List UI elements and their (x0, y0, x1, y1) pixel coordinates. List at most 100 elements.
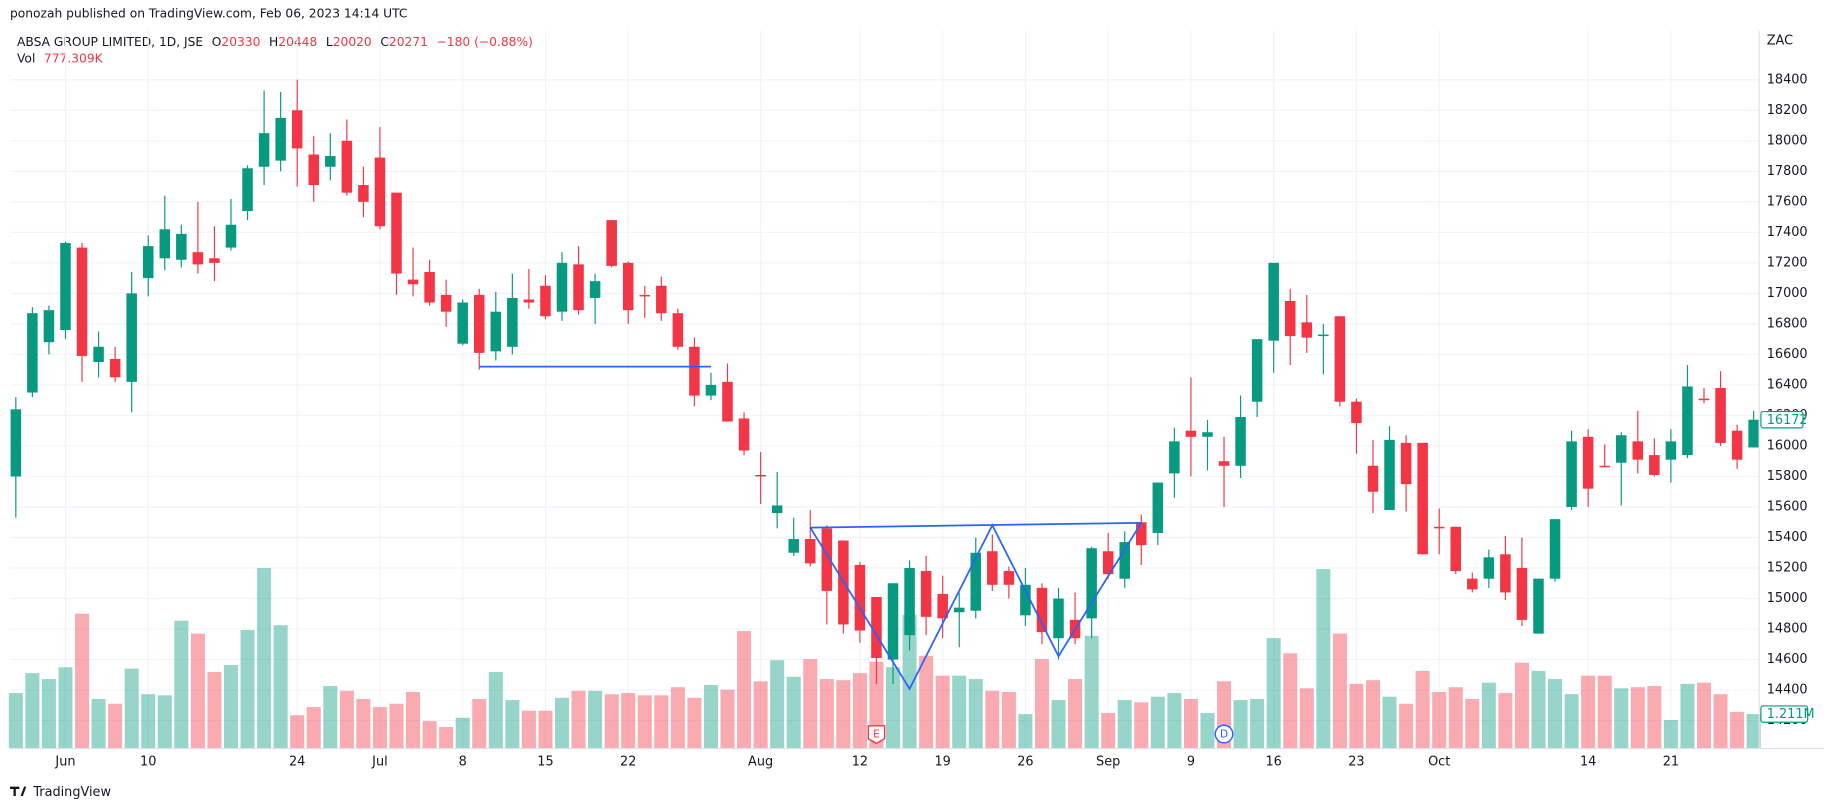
candle-body (1318, 334, 1329, 337)
volume-bar (1084, 635, 1099, 749)
y-tick-label: 16600 (1767, 347, 1808, 362)
volume-bar (836, 680, 851, 749)
candle-body (523, 299, 535, 303)
ohlc-value: 20448 (278, 35, 317, 49)
candle-body (1301, 322, 1313, 338)
candle-body (1384, 439, 1395, 511)
candle-body (1615, 435, 1627, 463)
y-tick-label: 16000 (1767, 438, 1808, 453)
volume-bar (1299, 688, 1314, 749)
volume-bar (472, 698, 487, 749)
candle-body (424, 272, 435, 303)
volume-bar (571, 690, 586, 749)
candle-body (490, 311, 502, 352)
candle-body (1218, 461, 1230, 466)
candle-body (1582, 436, 1594, 489)
volume-bar (852, 673, 867, 749)
candle-body (755, 474, 766, 477)
candle-body (1599, 465, 1610, 468)
volume-pane (8, 567, 1761, 749)
volume-bar (654, 695, 669, 749)
volume-bar (1117, 700, 1132, 749)
volume-bar (670, 687, 685, 749)
volume-bar (753, 681, 768, 749)
candle-body (242, 168, 253, 211)
x-tick-label: 10 (140, 755, 156, 770)
symbol: ABSA GROUP LIMITED, 1D, JSE (17, 35, 203, 49)
candle-body (142, 246, 154, 279)
ohlc-label: O (212, 35, 222, 49)
candle-body (771, 505, 783, 514)
volume-bar (521, 710, 536, 749)
volume-bar (803, 659, 818, 749)
y-tick-label: 15800 (1767, 469, 1808, 484)
y-tick-label: 15600 (1767, 499, 1808, 514)
volume-bar (819, 679, 834, 749)
y-tick-label: 14800 (1767, 622, 1808, 637)
volume-bar (1332, 633, 1347, 749)
volume-bar (389, 703, 404, 749)
candle-body (1566, 441, 1577, 507)
volume-bar (323, 686, 338, 749)
candle-body (440, 294, 452, 312)
candle-body (1251, 339, 1263, 402)
candle-body (589, 281, 601, 298)
x-tick-label: Oct (1428, 755, 1450, 770)
candle-body (1450, 526, 1461, 572)
candle-body (656, 285, 667, 314)
candle-body (1682, 386, 1693, 456)
volume-bar (1597, 675, 1612, 749)
volume-bar (124, 668, 139, 749)
volume-bar (1415, 670, 1430, 749)
volume-bar (919, 655, 934, 749)
x-tick-label: 9 (1187, 755, 1195, 770)
volume-bar (75, 613, 90, 749)
volume-bar (902, 614, 917, 749)
volume-bar (1134, 702, 1149, 749)
y-tick-label: 17600 (1767, 194, 1808, 209)
candle-body (93, 346, 104, 363)
y-tick-label: 15000 (1767, 591, 1808, 606)
x-tick-label: 19 (934, 755, 950, 770)
candle-body (1152, 482, 1164, 533)
x-tick-label: 15 (537, 755, 553, 770)
volume-bar (720, 689, 735, 749)
logo-mark (9, 786, 27, 796)
candle-body (970, 552, 982, 611)
candle-body (1715, 387, 1726, 443)
volume-bar (8, 693, 23, 749)
candle-body (1185, 430, 1197, 437)
volume-bar (1250, 698, 1265, 749)
candle-body (672, 313, 684, 347)
ohlc-value: 20330 (221, 35, 260, 49)
candle-body (738, 418, 750, 451)
volume-bar (1481, 682, 1496, 749)
volume-bar (356, 698, 371, 749)
y-tick-label: 15200 (1767, 561, 1808, 576)
candle-body (1086, 548, 1097, 619)
volume-bar (1150, 696, 1165, 749)
candle-body (871, 597, 882, 659)
volume-bar (637, 695, 652, 749)
candle-body (1417, 442, 1428, 555)
change: −180 (−0.88%) (437, 35, 533, 49)
candle-body (854, 564, 866, 631)
last-price-marker (1760, 410, 1804, 429)
volume-bar (1465, 698, 1480, 749)
volume-bar (621, 693, 636, 749)
volume-bar (1680, 683, 1695, 749)
candle-body (60, 243, 71, 330)
vol-label: Vol (17, 51, 35, 65)
candle-body (473, 294, 485, 353)
candle-body (1284, 301, 1296, 337)
candle-body (1036, 587, 1048, 633)
candle-body (1136, 522, 1147, 546)
volume-bar (1531, 670, 1546, 749)
event-label: E (873, 729, 880, 741)
candle-body (622, 262, 634, 311)
volume-bar (1663, 720, 1678, 749)
volume-bar (1183, 698, 1198, 749)
ohlc-value: 20271 (389, 35, 428, 49)
x-tick-label: 23 (1348, 755, 1364, 770)
